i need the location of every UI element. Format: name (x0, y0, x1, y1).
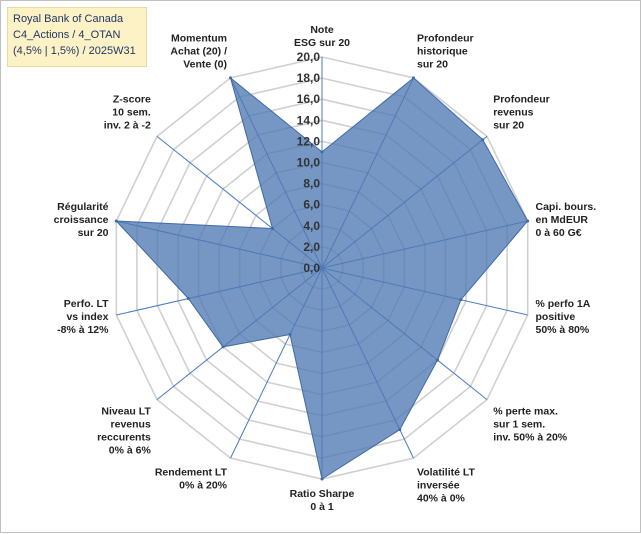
axis-label-line: Niveau LT (101, 406, 151, 418)
radar-tick-labels: 0,0 2,0 4,0 6,0 8,0 10,0 12,0 14,0 16,0 18,0 20,0 (297, 50, 321, 275)
axis-label-line: Note (310, 24, 333, 36)
data-point-5 (436, 358, 439, 362)
axis-label-line: Profondeur (417, 33, 474, 45)
axis-label-line: reccurents (97, 432, 151, 444)
data-point-1 (412, 76, 415, 80)
axis-label-line: revenus (111, 419, 151, 431)
data-point-11 (114, 219, 118, 223)
axis-label-line: positive (536, 311, 576, 323)
tick-label-3: 6,0 (303, 198, 320, 212)
axis-label-line: sur 20 (417, 59, 448, 71)
axis-label-line: 0 à 1 (310, 501, 334, 513)
axis-label-5: % perte max. sur 1 sem. inv. 50% à 20% (493, 406, 568, 444)
axis-label-line: vs index (66, 311, 108, 323)
data-point-8 (288, 333, 292, 336)
axis-label-line: % perfo 1A (536, 298, 591, 310)
axis-label-line: Vente (0) (183, 59, 227, 71)
axis-label-7: Ratio Sharpe 0 à 1 (290, 488, 355, 513)
data-point-4 (459, 298, 463, 302)
axis-label-line: inversée (417, 479, 460, 491)
axis-label-line: 0% à 6% (109, 445, 152, 457)
axis-label-0: Note ESG sur 20 (294, 24, 350, 49)
tick-label-8: 16,0 (297, 92, 321, 106)
axis-label-line: Profondeur (493, 94, 550, 106)
data-point-10 (186, 297, 190, 300)
axis-label-line: -8% à 12% (57, 324, 109, 336)
tick-label-4: 8,0 (303, 177, 320, 191)
tick-label-5: 10,0 (297, 156, 321, 170)
axis-label-line: Rendement LT (155, 466, 228, 478)
data-point-9 (221, 345, 225, 349)
data-point-0 (320, 150, 324, 154)
axis-label-line: % perte max. (493, 406, 558, 418)
tick-label-0: 0,0 (303, 261, 320, 275)
axis-label-line: ESG sur 20 (294, 37, 350, 49)
tick-label-2: 4,0 (303, 219, 320, 233)
axis-label-line: Ratio Sharpe (290, 488, 355, 500)
axis-label-line: en MdEUR (536, 214, 589, 226)
axis-label-line: inv. 2 à -2 (104, 120, 151, 132)
radar-series-layer (114, 76, 530, 481)
axis-label-line: Perfo. LT (64, 298, 109, 310)
data-point-6 (398, 428, 402, 432)
data-point-13 (229, 76, 232, 80)
axis-label-3: Capi. bours. en MdEUR 0 à 60 G€ (536, 201, 597, 239)
axis-label-line: 40% à 0% (417, 492, 466, 504)
axis-label-line: Achat (20) / (170, 46, 227, 58)
axis-label-13: Momentum Achat (20) / Vente (0) (170, 33, 227, 71)
data-point-7 (320, 477, 324, 481)
title-line-2: C4_Actions / 4_OTAN (13, 29, 121, 41)
axis-label-line: croissance (54, 214, 109, 226)
axis-label-line: Z-score (113, 94, 151, 106)
axis-label-4: % perfo 1A positive 50% à 80% (536, 298, 591, 336)
axis-label-12: Z-score 10 sem. inv. 2 à -2 (104, 94, 151, 132)
axis-label-line: revenus (493, 107, 533, 119)
axis-label-2: Profondeur revenus sur 20 (493, 94, 550, 132)
axis-label-11: Régularité croissance sur 20 (54, 201, 109, 239)
axis-label-6: Volatilité LT inversée 40% à 0% (417, 466, 476, 504)
axis-label-line: sur 1 sem. (493, 419, 545, 431)
axis-label-line: inv. 50% à 20% (493, 432, 568, 444)
tick-label-9: 18,0 (297, 71, 321, 85)
axis-label-line: sur 20 (78, 227, 109, 239)
axis-label-10: Perfo. LT vs index -8% à 12% (57, 298, 109, 336)
data-point-3 (526, 219, 530, 223)
axis-label-line: Capi. bours. (536, 201, 597, 213)
data-point-2 (481, 138, 485, 142)
chart-title-box: Royal Bank of Canada C4_Actions / 4_OTAN… (7, 7, 147, 67)
title-line-1: Royal Bank of Canada (13, 13, 124, 25)
axis-label-line: 50% à 80% (536, 324, 590, 336)
tick-label-7: 14,0 (297, 113, 321, 127)
radar-axis-labels: Note ESG sur 20 Profondeur historique sur 20… (54, 24, 597, 513)
axis-label-1: Profondeur historique sur 20 (417, 33, 474, 71)
title-line-3: (4,5% | 1,5%) / 2025W31 (13, 45, 136, 57)
axis-label-line: Volatilité LT (417, 466, 476, 478)
axis-label-line: 0% à 20% (179, 479, 228, 491)
axis-label-line: Régularité (57, 201, 109, 213)
axis-label-8: Rendement LT 0% à 20% (155, 466, 228, 491)
tick-label-1: 2,0 (303, 240, 320, 254)
axis-label-line: Momentum (171, 33, 227, 45)
axis-label-line: sur 20 (493, 120, 524, 132)
axis-label-9: Niveau LT revenus reccurents 0% à 6% (97, 406, 151, 457)
axis-label-line: historique (417, 46, 468, 58)
axis-label-line: 10 sem. (112, 107, 151, 119)
data-point-12 (271, 227, 274, 230)
axis-label-line: 0 à 60 G€ (536, 227, 582, 239)
tick-label-6: 12,0 (297, 134, 321, 148)
tick-label-10: 20,0 (297, 50, 321, 64)
